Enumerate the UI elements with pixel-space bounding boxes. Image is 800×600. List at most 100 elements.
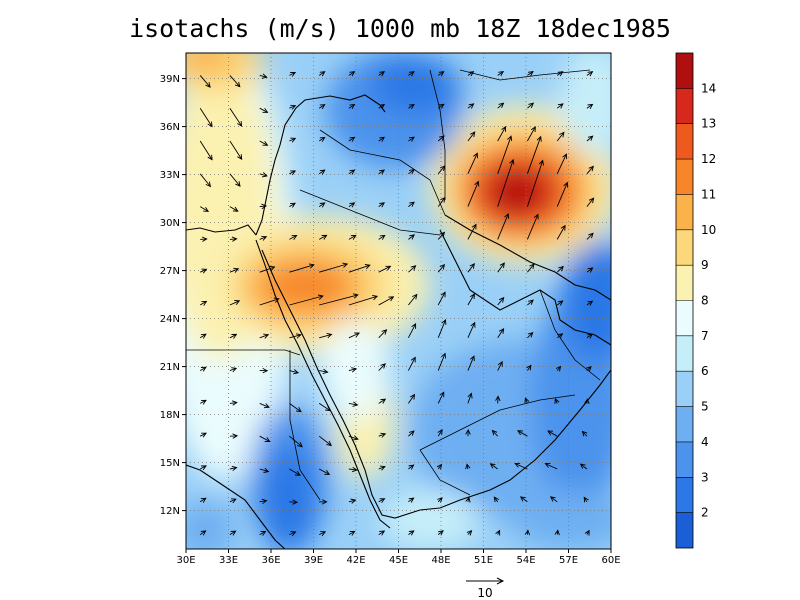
wind-vector-arrowhead <box>408 103 415 110</box>
grid-lines <box>186 53 611 549</box>
wind-vector <box>527 71 534 76</box>
wind-vector <box>348 402 358 406</box>
wind-vector <box>348 104 355 109</box>
wind-vector-arrowhead <box>326 440 332 447</box>
wind-vector <box>497 136 512 174</box>
wind-vector <box>408 234 415 240</box>
wind-vector <box>200 268 207 273</box>
wind-vector-arrowhead <box>364 264 371 270</box>
wind-vector <box>229 367 237 372</box>
wind-vector <box>378 169 385 175</box>
wind-vector <box>408 201 415 207</box>
speed-region <box>492 172 544 212</box>
wind-vector-arrowhead <box>498 296 505 303</box>
wind-vector-arrowhead <box>231 400 238 406</box>
wind-vector-arrowhead <box>495 529 501 536</box>
wind-vector <box>199 173 211 187</box>
colorbar-label: 4 <box>701 435 709 449</box>
wind-vector-arrowhead <box>411 323 417 329</box>
wind-vector <box>437 103 445 109</box>
wind-vector-arrowhead <box>234 300 241 305</box>
wind-vector-arrowhead <box>495 395 501 402</box>
wind-vector <box>378 71 385 76</box>
wind-vector <box>527 102 534 109</box>
wind-vector <box>515 463 528 470</box>
wind-vector <box>408 265 416 273</box>
wind-vector <box>586 232 594 240</box>
wind-vector-arrowhead <box>290 104 297 110</box>
wind-vector-arrowhead <box>408 464 415 470</box>
wind-vector <box>289 501 298 503</box>
wind-vector-arrowhead <box>269 265 276 271</box>
wind-vector-arrowhead <box>237 154 243 161</box>
wind-vector <box>527 299 534 306</box>
wind-vector-arrowhead <box>519 496 526 502</box>
wind-vector-arrowhead <box>262 108 269 113</box>
wind-vector-arrowhead <box>504 212 510 219</box>
wind-vector-arrowhead <box>584 398 590 405</box>
wind-vector-arrowhead <box>201 300 208 306</box>
coastline <box>186 224 257 236</box>
wind-vector-arrowhead <box>231 236 238 242</box>
wind-vector <box>348 202 355 207</box>
y-tick-label: 15N <box>160 458 180 469</box>
wind-vector-arrowhead <box>489 463 496 469</box>
wind-vector <box>586 300 593 306</box>
wind-vector-arrowhead <box>379 234 386 240</box>
wind-vector-arrowhead <box>555 365 562 372</box>
wind-vector <box>259 468 269 473</box>
wind-vector-arrowhead <box>586 366 592 372</box>
wind-vector-arrowhead <box>342 262 349 268</box>
wind-vector-arrowhead <box>262 367 269 374</box>
coastline <box>439 229 611 346</box>
wind-vector <box>586 166 594 175</box>
wind-vector <box>318 468 330 475</box>
wind-vector-arrowhead <box>319 202 326 208</box>
wind-vector <box>318 234 327 240</box>
wind-vector-arrowhead <box>588 165 594 172</box>
wind-vector-arrowhead <box>350 234 357 240</box>
y-tick-label: 36N <box>160 122 180 133</box>
wind-vector <box>586 71 593 76</box>
speed-region <box>560 240 611 360</box>
wind-vector <box>318 169 325 175</box>
x-tick-label: 33E <box>219 555 238 566</box>
colorbar-label: 13 <box>701 117 716 131</box>
wind-vector-arrowhead <box>263 333 270 339</box>
wind-vector-arrowhead <box>466 529 473 536</box>
wind-vector-arrowhead <box>290 531 297 537</box>
wind-vector-arrowhead <box>528 299 534 305</box>
wind-vector-arrowhead <box>409 169 415 175</box>
wind-vector <box>497 262 505 273</box>
wind-vector-arrowhead <box>207 154 213 161</box>
wind-vector <box>348 71 355 76</box>
colorbar-swatch <box>676 123 693 160</box>
wind-vector-arrowhead <box>583 496 589 503</box>
wind-vector-arrowhead <box>290 72 297 77</box>
wind-vector <box>289 72 296 76</box>
x-tick-label: 45E <box>389 555 408 566</box>
wind-vector <box>467 103 474 109</box>
wind-vector-arrowhead <box>352 435 359 441</box>
wind-vector <box>437 319 446 338</box>
wind-vector-arrowhead <box>232 206 239 212</box>
wind-vector <box>289 295 324 306</box>
wind-vector <box>318 403 331 411</box>
wind-vector <box>289 435 303 448</box>
wind-vector-arrowhead <box>200 465 207 471</box>
wind-vector-arrowhead <box>231 333 238 339</box>
wind-vector-arrowhead <box>527 71 534 77</box>
wind-vector-arrowhead <box>263 403 270 409</box>
borders <box>186 69 601 501</box>
wind-vector <box>550 496 558 503</box>
wind-vectors <box>199 71 595 537</box>
wind-vector-arrowhead <box>408 71 415 77</box>
wind-vector-arrowhead <box>379 71 386 77</box>
y-tick-label: 21N <box>160 362 180 373</box>
wind-vector-arrowhead <box>379 465 386 471</box>
border <box>429 69 446 200</box>
wind-vector-arrowhead <box>322 368 329 375</box>
colorbar-label: 14 <box>701 81 716 95</box>
wind-vector <box>348 435 359 440</box>
